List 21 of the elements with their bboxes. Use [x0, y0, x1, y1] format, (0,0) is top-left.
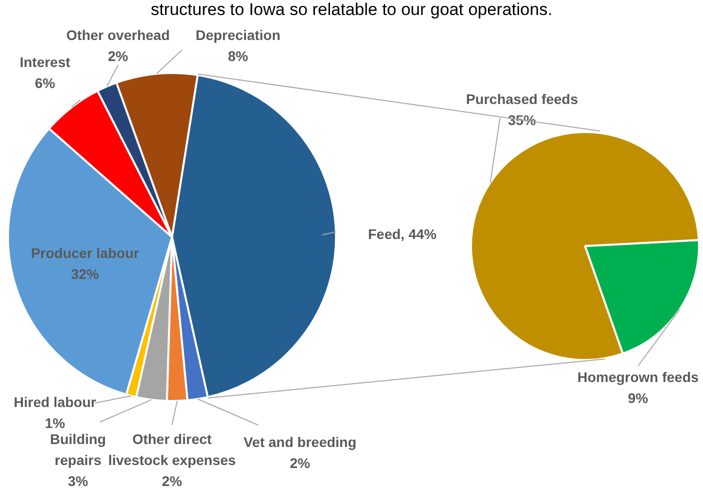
data-label: 2%	[108, 48, 129, 64]
slice-label: Purchased feeds	[466, 90, 578, 107]
slice-label: Feed, 44%	[368, 226, 438, 242]
slice-label: Hired labour	[14, 394, 97, 410]
slice-label: Other direct livestock expenses	[108, 430, 236, 468]
data-label: 1%	[44, 414, 66, 431]
slice-label: Vet and breeding	[244, 434, 356, 450]
slice-label: Other overhead	[66, 26, 170, 43]
data-label: 8%	[228, 48, 249, 64]
slice-label: Interest	[20, 54, 71, 70]
slice-label: Producer labour	[30, 244, 140, 261]
data-label: 6%	[34, 74, 56, 91]
data-label: 2%	[290, 454, 311, 471]
slice-label: Homegrown feeds	[577, 368, 699, 385]
slice-label: Building repairs	[50, 430, 106, 468]
data-label: 2%	[162, 472, 183, 489]
data-label: 3%	[68, 472, 89, 489]
slice-label: Depreciation	[196, 26, 280, 43]
chart-title: structures to Iowa so relatable to our goat operations.	[150, 0, 554, 20]
data-label: 32%	[70, 266, 100, 282]
data-label: 9%	[628, 390, 649, 406]
